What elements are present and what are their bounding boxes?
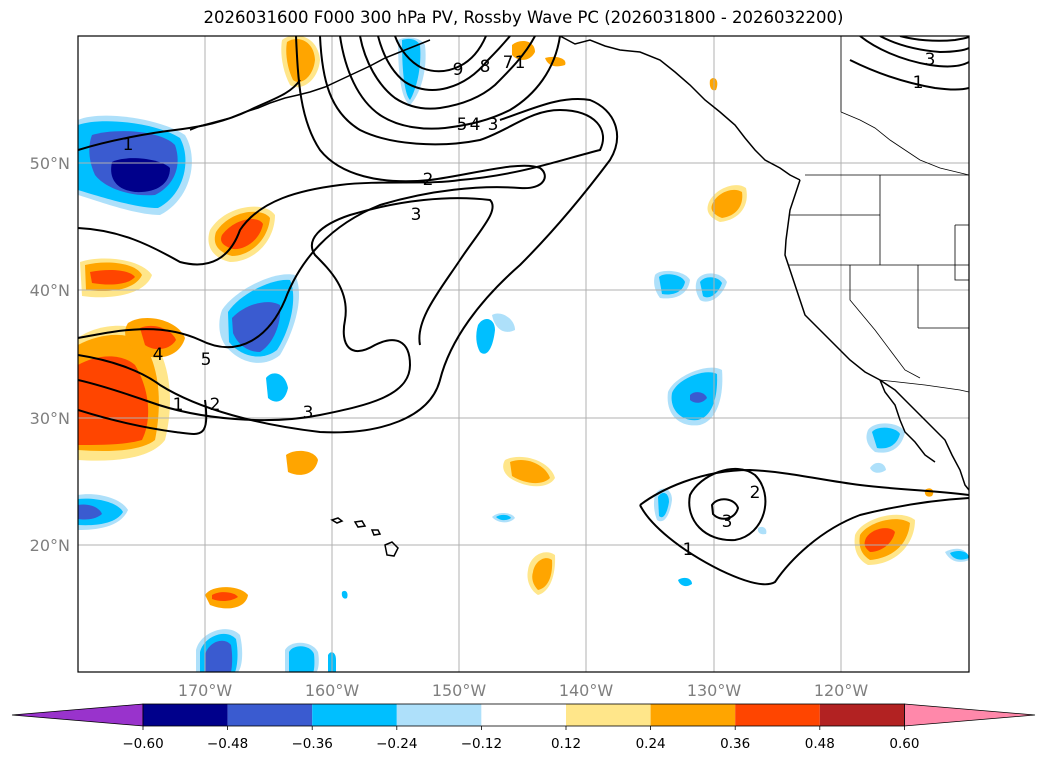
contour-label: 3 bbox=[411, 205, 422, 225]
contour-label: 9 bbox=[453, 60, 464, 80]
colorbar-segment bbox=[735, 704, 820, 726]
contour-label: 1 bbox=[683, 540, 694, 560]
rossby-contours bbox=[78, 36, 969, 586]
colorbar-tick-label: −0.24 bbox=[376, 736, 417, 752]
lon-label: 150°W bbox=[432, 681, 487, 700]
lon-label: 120°W bbox=[814, 681, 869, 700]
lat-label: 40°N bbox=[30, 281, 70, 300]
colorbar-tick-label: −0.12 bbox=[461, 736, 502, 752]
colorbar-extend-left bbox=[11, 703, 144, 727]
contour-label: 5 bbox=[457, 115, 468, 135]
contour-label: 4 bbox=[470, 115, 481, 135]
lat-label: 30°N bbox=[30, 409, 70, 428]
lon-label: 170°W bbox=[178, 681, 233, 700]
contour-label: 2 bbox=[210, 395, 221, 415]
lon-label: 160°W bbox=[305, 681, 360, 700]
colorbar-tick-label: 0.12 bbox=[551, 736, 581, 752]
colorbar-segment bbox=[396, 704, 482, 726]
contour-label: 4 bbox=[153, 345, 164, 365]
contour-label: 1 bbox=[123, 135, 134, 155]
political-borders bbox=[788, 36, 969, 393]
colorbar-segment bbox=[312, 704, 397, 726]
contour-label: 7 bbox=[503, 53, 514, 73]
contour-label: 3 bbox=[303, 403, 314, 423]
colorbar-tick-label: −0.36 bbox=[292, 736, 333, 752]
lon-label: 140°W bbox=[559, 681, 614, 700]
latitude-labels: 50°N 40°N 30°N 20°N bbox=[30, 154, 70, 555]
contour-label: 3 bbox=[722, 512, 733, 532]
gridlines bbox=[78, 36, 969, 672]
contour-label: 5 bbox=[201, 350, 212, 370]
colorbar: −0.60 −0.48 −0.36 −0.24 −0.12 0.12 0.24 0.36 0.4… bbox=[11, 703, 1036, 752]
lon-label: 130°W bbox=[687, 681, 742, 700]
colorbar-segment bbox=[566, 704, 651, 726]
lat-label: 50°N bbox=[30, 154, 70, 173]
pv-shading bbox=[78, 36, 969, 672]
colorbar-segment bbox=[650, 704, 736, 726]
colorbar-tick-label: −0.48 bbox=[207, 736, 248, 752]
contour-label: 2 bbox=[423, 170, 434, 190]
lat-label: 20°N bbox=[30, 536, 70, 555]
colorbar-segment bbox=[481, 704, 566, 726]
colorbar-segment bbox=[819, 704, 905, 726]
colorbar-extend-right bbox=[904, 703, 1036, 727]
contour-label: 1 bbox=[173, 395, 184, 415]
contour-label: 1 bbox=[913, 73, 924, 93]
colorbar-tick-label: 0.48 bbox=[805, 736, 835, 752]
map-title: 2026031600 F000 300 hPa PV, Rossby Wave … bbox=[203, 8, 844, 27]
contour-labels: 1 2 3 4 5 7 8 9 1 2 3 1 2 3 5 4 3 1 3 1 bbox=[123, 50, 936, 560]
contour-label: 3 bbox=[488, 115, 499, 135]
contour-label: 1 bbox=[515, 53, 526, 73]
colorbar-segment bbox=[227, 704, 313, 726]
colorbar-tick-label: 0.60 bbox=[889, 736, 919, 752]
contour-label: 8 bbox=[480, 57, 491, 77]
colorbar-outline bbox=[142, 703, 905, 727]
colorbar-tick-label: −0.60 bbox=[122, 736, 163, 752]
coastlines bbox=[189, 36, 969, 557]
colorbar-tick-label: 0.36 bbox=[720, 736, 750, 752]
longitude-labels: 170°W 160°W 150°W 140°W 130°W 120°W bbox=[178, 681, 869, 700]
colorbar-tick-label: 0.24 bbox=[636, 736, 666, 752]
map-frame bbox=[77, 35, 970, 673]
colorbar-segment bbox=[143, 704, 228, 726]
contour-label: 2 bbox=[750, 483, 761, 503]
contour-label: 3 bbox=[925, 50, 936, 70]
